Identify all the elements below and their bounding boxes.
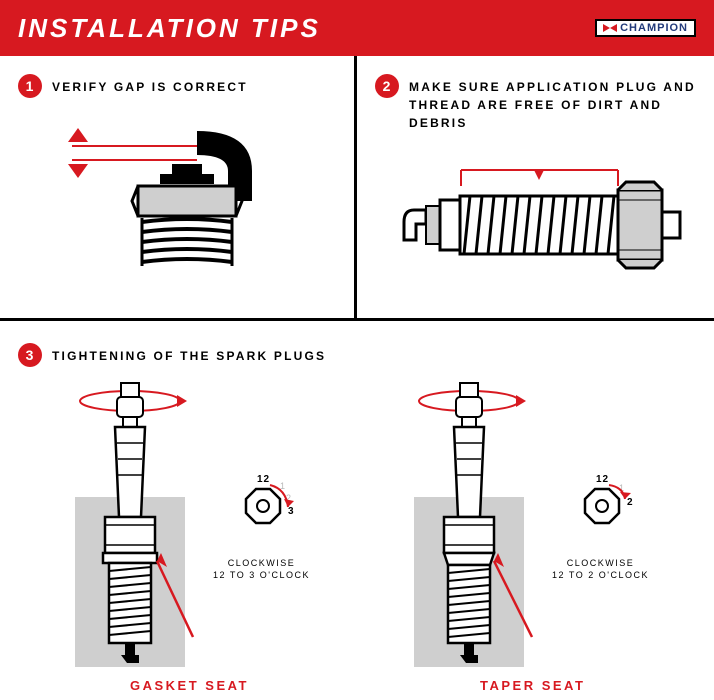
top-row: 1 Verify gap is correct bbox=[0, 56, 714, 321]
plug-group-gasket: 12 1 2 3 CLOCKWISE 12 TO 3 O'CLOCK bbox=[65, 377, 310, 667]
page-title: INSTALLATION TIPS bbox=[18, 13, 321, 44]
bottom-diagrams: 12 1 2 3 CLOCKWISE 12 TO 3 O'CLOCK bbox=[18, 377, 696, 667]
bowtie-icon bbox=[603, 24, 617, 32]
dial-taper: 12 1 2 CLOCKWISE 12 TO 2 O'CLOCK bbox=[552, 471, 649, 582]
step-number-2: 2 bbox=[375, 74, 399, 98]
dial-caption-right-2: 12 TO 2 O'CLOCK bbox=[552, 569, 649, 582]
dial-12-label-r: 12 bbox=[596, 474, 609, 485]
dial-2-label-r: 2 bbox=[627, 497, 634, 508]
dial-3-label: 3 bbox=[288, 506, 295, 517]
diagram-thread bbox=[375, 140, 696, 290]
dial-gasket: 12 1 2 3 CLOCKWISE 12 TO 3 O'CLOCK bbox=[213, 471, 310, 582]
step-text-1: Verify gap is correct bbox=[52, 74, 248, 96]
step-head-3: 3 Tightening of the spark plugs bbox=[18, 343, 696, 367]
step-text-2: Make sure application plug and thread ar… bbox=[409, 74, 696, 132]
thread-illustration bbox=[386, 140, 686, 290]
dial-caption-left: CLOCKWISE 12 TO 3 O'CLOCK bbox=[213, 557, 310, 582]
dial-caption-left-2: 12 TO 3 O'CLOCK bbox=[213, 569, 310, 582]
panel-verify-gap: 1 Verify gap is correct bbox=[0, 56, 357, 318]
brand-badge: CHAMPION bbox=[595, 19, 696, 37]
step-number-3: 3 bbox=[18, 343, 42, 367]
seat-label-gasket: GASKET SEAT bbox=[130, 678, 249, 693]
step-text-3: Tightening of the spark plugs bbox=[52, 343, 326, 365]
dial-12-label: 12 bbox=[257, 474, 270, 485]
header-bar: INSTALLATION TIPS CHAMPION bbox=[0, 0, 714, 56]
panel-clean-thread: 2 Make sure application plug and thread … bbox=[357, 56, 714, 318]
diagram-gap bbox=[18, 106, 336, 276]
seat-label-taper: TAPER SEAT bbox=[480, 678, 585, 693]
panel-tightening: 3 Tightening of the spark plugs bbox=[0, 321, 714, 699]
dial-caption-right: CLOCKWISE 12 TO 2 O'CLOCK bbox=[552, 557, 649, 582]
plug-group-taper: 12 1 2 CLOCKWISE 12 TO 2 O'CLOCK bbox=[404, 377, 649, 667]
plug-taper-illustration bbox=[404, 377, 534, 667]
step-head-2: 2 Make sure application plug and thread … bbox=[375, 74, 696, 132]
dial-taper-illustration: 12 1 2 bbox=[555, 471, 645, 551]
plug-gasket-illustration bbox=[65, 377, 195, 667]
dial-gasket-illustration: 12 1 2 3 bbox=[216, 471, 306, 551]
dial-caption-right-1: CLOCKWISE bbox=[552, 557, 649, 570]
step-number-1: 1 bbox=[18, 74, 42, 98]
brand-text: CHAMPION bbox=[620, 22, 688, 34]
step-head-1: 1 Verify gap is correct bbox=[18, 74, 336, 98]
gap-illustration bbox=[42, 106, 312, 276]
dial-caption-left-1: CLOCKWISE bbox=[213, 557, 310, 570]
